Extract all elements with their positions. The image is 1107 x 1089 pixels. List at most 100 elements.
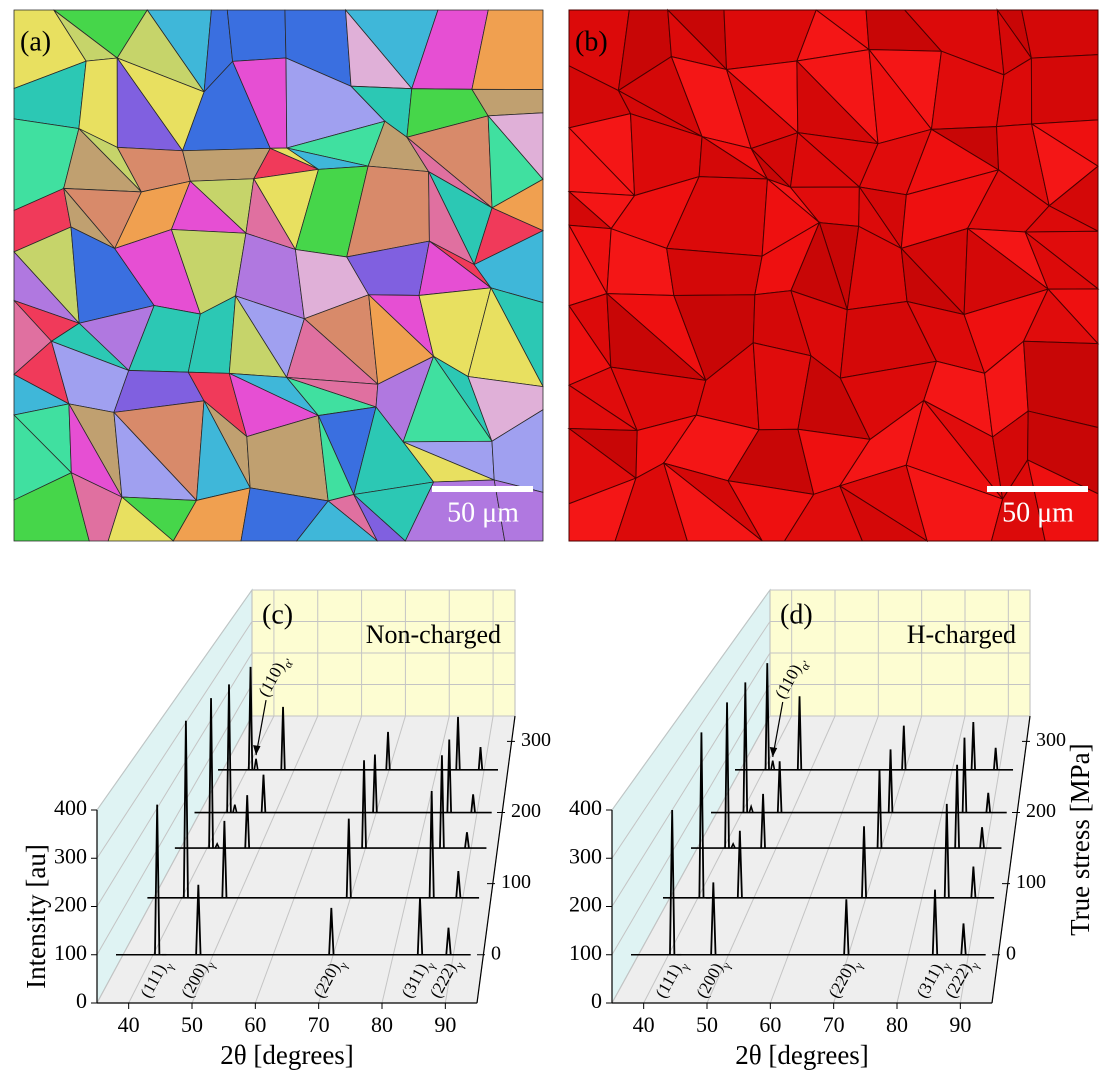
grain (1030, 54, 1099, 125)
y-tick-label: 200 (569, 892, 602, 917)
xrd-charts: 40 50 60 70 80 9001002003004000100200300(c)No… (21, 588, 1095, 1070)
ebsd-map-a (13, 8, 544, 542)
peak (901, 725, 907, 770)
wall-grid-line (611, 652, 771, 907)
wall-grid-line (96, 652, 253, 907)
waterfall-chart: 40 50 60 70 80 90 0 100 200 300 400 0 100 200 300 (d) H-… (569, 588, 1095, 1070)
wall-grid-line (611, 684, 771, 956)
y-tick-label: 100 (569, 940, 602, 965)
peak (328, 907, 335, 955)
panel-label: (a) (20, 26, 51, 57)
y-tick-label: 300 (54, 843, 87, 868)
peak (247, 666, 254, 770)
peak (345, 818, 352, 898)
peak (876, 768, 883, 849)
peak (446, 739, 452, 813)
peak (182, 720, 189, 898)
y-tick-label: 0 (76, 988, 87, 1013)
scale-bar-label: 50 μm (1002, 497, 1074, 528)
peak (970, 721, 976, 770)
peak (455, 870, 462, 898)
alpha-peak (214, 842, 220, 849)
y-axis-label: Intensity [au] (21, 844, 51, 989)
x-tick-label: 60 (759, 1012, 781, 1037)
alpha-peak (253, 758, 259, 770)
peak (195, 884, 202, 955)
peak (361, 760, 367, 849)
arrow-head (769, 746, 778, 757)
arrow-head (253, 745, 261, 756)
peak (669, 809, 676, 955)
peak (843, 899, 850, 955)
scale-bar-label: 50 μm (447, 497, 519, 528)
grain (838, 484, 929, 542)
y-tick-label: 100 (54, 940, 87, 965)
peak (477, 746, 484, 770)
x-tick-label: 40 (633, 1012, 655, 1037)
chart-subtitle: Non-charged (366, 620, 501, 649)
wall-grid-line (611, 589, 771, 811)
panel-label: (c) (262, 599, 293, 630)
z-tick-label: 300 (1036, 729, 1066, 751)
grain (107, 496, 175, 542)
y-tick-label: 400 (54, 795, 87, 820)
x-tick-label: 50 (696, 1012, 718, 1037)
x-tick-label: 70 (308, 1012, 330, 1037)
peak (961, 737, 968, 813)
x-axis-label: 2θ [degrees] (735, 1040, 869, 1070)
peak (724, 702, 730, 849)
alpha-peak (770, 760, 776, 770)
z-tick-label: 0 (491, 942, 501, 964)
x-tick-label: 80 (886, 1012, 908, 1037)
peak (764, 663, 770, 770)
peak (154, 804, 161, 955)
x-tick-label: 40 (118, 1012, 140, 1037)
x-axis-label: 2θ [degrees] (220, 1040, 354, 1070)
peak (960, 923, 967, 955)
alpha-peak (232, 804, 238, 813)
scale-bar (987, 486, 1088, 492)
peak (954, 764, 960, 849)
grain (353, 494, 407, 542)
peak (221, 820, 228, 898)
chart-subtitle: H-charged (907, 620, 1016, 649)
peak (385, 731, 391, 770)
map-overlay: (a) 50 μm (b) 50 μm (20, 26, 1088, 528)
peak (861, 826, 867, 898)
ebsd-map-b (567, 8, 1100, 543)
grain (1026, 459, 1099, 542)
peak (887, 749, 894, 813)
peak (372, 754, 378, 813)
x-tick-label: 50 (181, 1012, 203, 1037)
peak (439, 755, 445, 849)
z-tick-label: 100 (501, 871, 531, 893)
peak (760, 793, 766, 849)
alpha-peak (730, 842, 736, 849)
peak (796, 696, 803, 770)
grain (295, 500, 379, 542)
waterfall-chart: 40 50 60 70 80 90 0 100 200 300 400 0 100 200 300 (c) No… (21, 588, 551, 1070)
z-tick-label: 200 (511, 800, 541, 822)
panel-label: (d) (780, 599, 813, 630)
peak (208, 698, 214, 849)
peak (698, 732, 705, 898)
peak (985, 792, 991, 813)
peak (464, 832, 470, 849)
peak (428, 790, 435, 898)
peak (979, 827, 985, 849)
alpha-peak (748, 803, 754, 813)
wall-grid-line (611, 621, 771, 859)
grain (226, 9, 287, 62)
peak (470, 794, 476, 813)
z-tick-label: 0 (1006, 942, 1016, 964)
wall-grid-line (96, 589, 253, 811)
y-tick-label: 200 (54, 892, 87, 917)
peak (280, 706, 286, 770)
x-tick-label: 80 (371, 1012, 393, 1037)
peak (260, 774, 267, 813)
peak (943, 803, 950, 898)
y-tick-label: 300 (569, 843, 602, 868)
